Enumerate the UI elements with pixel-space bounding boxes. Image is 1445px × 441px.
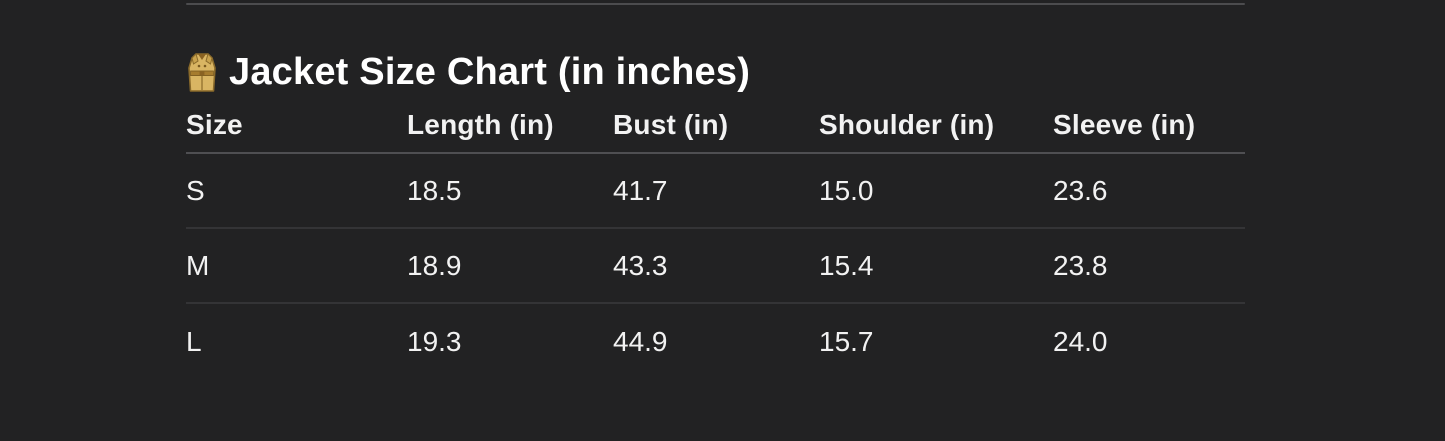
cell-sleeve-s[interactable]: 23.6 <box>1053 174 1108 206</box>
table-row-s: S 18.5 41.7 15.0 23.6 <box>186 154 1245 229</box>
table-row-m: M 18.9 43.3 15.4 23.8 <box>186 229 1245 304</box>
cell-bust-m[interactable]: 43.3 <box>613 249 668 281</box>
block-divider <box>186 3 1245 5</box>
cell-size-l[interactable]: L <box>186 325 202 357</box>
column-header-shoulder[interactable]: Shoulder (in) <box>819 108 995 140</box>
cell-length-m[interactable]: 18.9 <box>407 249 462 281</box>
cell-length-l[interactable]: 19.3 <box>407 325 462 357</box>
page-title[interactable]: Jacket Size Chart (in inches) <box>229 50 751 93</box>
cell-shoulder-m[interactable]: 15.4 <box>819 249 874 281</box>
cell-size-m[interactable]: M <box>186 249 210 281</box>
cell-sleeve-l[interactable]: 24.0 <box>1053 325 1108 357</box>
column-header-length[interactable]: Length (in) <box>407 108 554 140</box>
cell-size-s[interactable]: S <box>186 174 205 206</box>
column-header-size[interactable]: Size <box>186 108 243 140</box>
note-heading[interactable]: Jacket Size Chart (in inches) <box>186 48 750 96</box>
cell-shoulder-l[interactable]: 15.7 <box>819 325 874 357</box>
cell-sleeve-m[interactable]: 23.8 <box>1053 249 1108 281</box>
size-chart-table: Size Length (in) Bust (in) Shoulder (in)… <box>186 97 1245 379</box>
cell-length-s[interactable]: 18.5 <box>407 174 462 206</box>
table-header-row: Size Length (in) Bust (in) Shoulder (in)… <box>186 97 1245 154</box>
column-header-bust[interactable]: Bust (in) <box>613 108 729 140</box>
cell-bust-l[interactable]: 44.9 <box>613 325 668 357</box>
coat-emoji-icon <box>188 53 216 92</box>
cell-shoulder-s[interactable]: 15.0 <box>819 174 874 206</box>
column-header-sleeve[interactable]: Sleeve (in) <box>1053 108 1196 140</box>
table-row-l: L 19.3 44.9 15.7 24.0 <box>186 304 1245 379</box>
note-content-block: Jacket Size Chart (in inches) Size Lengt… <box>186 0 1245 441</box>
cell-bust-s[interactable]: 41.7 <box>613 174 668 206</box>
